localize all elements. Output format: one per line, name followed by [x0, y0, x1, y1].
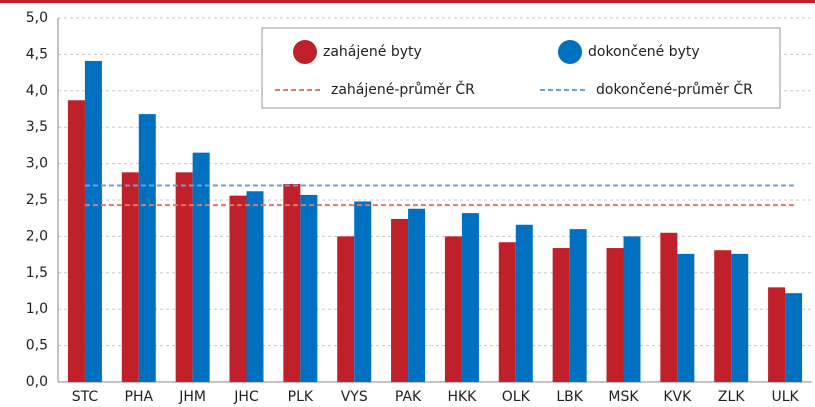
x-tick-label: ZLK — [718, 389, 745, 405]
bar — [246, 191, 264, 382]
bar — [606, 248, 624, 382]
bar — [84, 60, 102, 383]
x-tick-label: PHA — [125, 389, 154, 405]
bar — [714, 250, 732, 382]
top-stripe — [0, 0, 815, 3]
y-tick-label: 2,0 — [26, 228, 48, 244]
y-tick-label: 4,0 — [26, 83, 48, 99]
x-tick-label: HKK — [447, 389, 477, 405]
bar — [337, 236, 355, 382]
bar — [444, 236, 462, 382]
bar — [229, 195, 247, 382]
y-tick-label: 0,5 — [26, 338, 48, 354]
x-tick-label: STC — [72, 389, 99, 405]
legend-label: zahájené-průměr ČR — [331, 80, 475, 98]
bar — [515, 224, 533, 382]
y-tick-label: 1,0 — [26, 301, 48, 317]
y-tick-label: 5,0 — [26, 10, 48, 26]
bar — [623, 236, 641, 382]
bar — [731, 253, 749, 382]
bar — [461, 213, 479, 382]
y-tick-label: 4,5 — [26, 46, 48, 62]
bar — [300, 194, 318, 382]
legend-box — [261, 27, 781, 109]
bar — [785, 293, 803, 382]
y-tick-label: 3,0 — [26, 156, 48, 172]
x-tick-label: PAK — [395, 389, 422, 405]
x-tick-label: OLK — [502, 389, 531, 405]
bar — [768, 287, 786, 382]
legend-label: dokončené byty — [588, 44, 700, 60]
legend-label: zahájené byty — [323, 44, 422, 60]
y-tick-label: 1,5 — [26, 265, 48, 281]
x-tick-label: ULK — [771, 389, 799, 405]
legend-marker — [558, 40, 582, 64]
bar — [175, 172, 193, 382]
bar — [677, 253, 695, 382]
x-tick-label: PLK — [288, 389, 314, 405]
bar — [354, 201, 372, 382]
bar — [192, 152, 210, 382]
bar — [660, 232, 678, 382]
bar — [121, 172, 139, 382]
bar — [569, 229, 587, 382]
x-tick-label: JHM — [178, 389, 206, 405]
x-tick-label: VYS — [341, 389, 368, 405]
y-tick-label: 3,5 — [26, 119, 48, 135]
x-tick-label: KVK — [663, 389, 692, 405]
bar — [67, 100, 85, 382]
y-tick-label: 0,0 — [26, 374, 48, 390]
y-tick-label: 2,5 — [26, 192, 48, 208]
x-tick-label: JHC — [233, 389, 259, 405]
legend-marker — [293, 40, 317, 64]
bar — [138, 114, 156, 382]
legend-label: dokončené-průměr ČR — [596, 80, 753, 98]
bar — [391, 218, 409, 382]
bar — [408, 208, 426, 382]
bar — [283, 183, 301, 382]
bar — [552, 248, 570, 382]
bar — [498, 242, 516, 382]
x-tick-label: MSK — [608, 389, 639, 405]
x-tick-label: LBK — [556, 389, 583, 405]
